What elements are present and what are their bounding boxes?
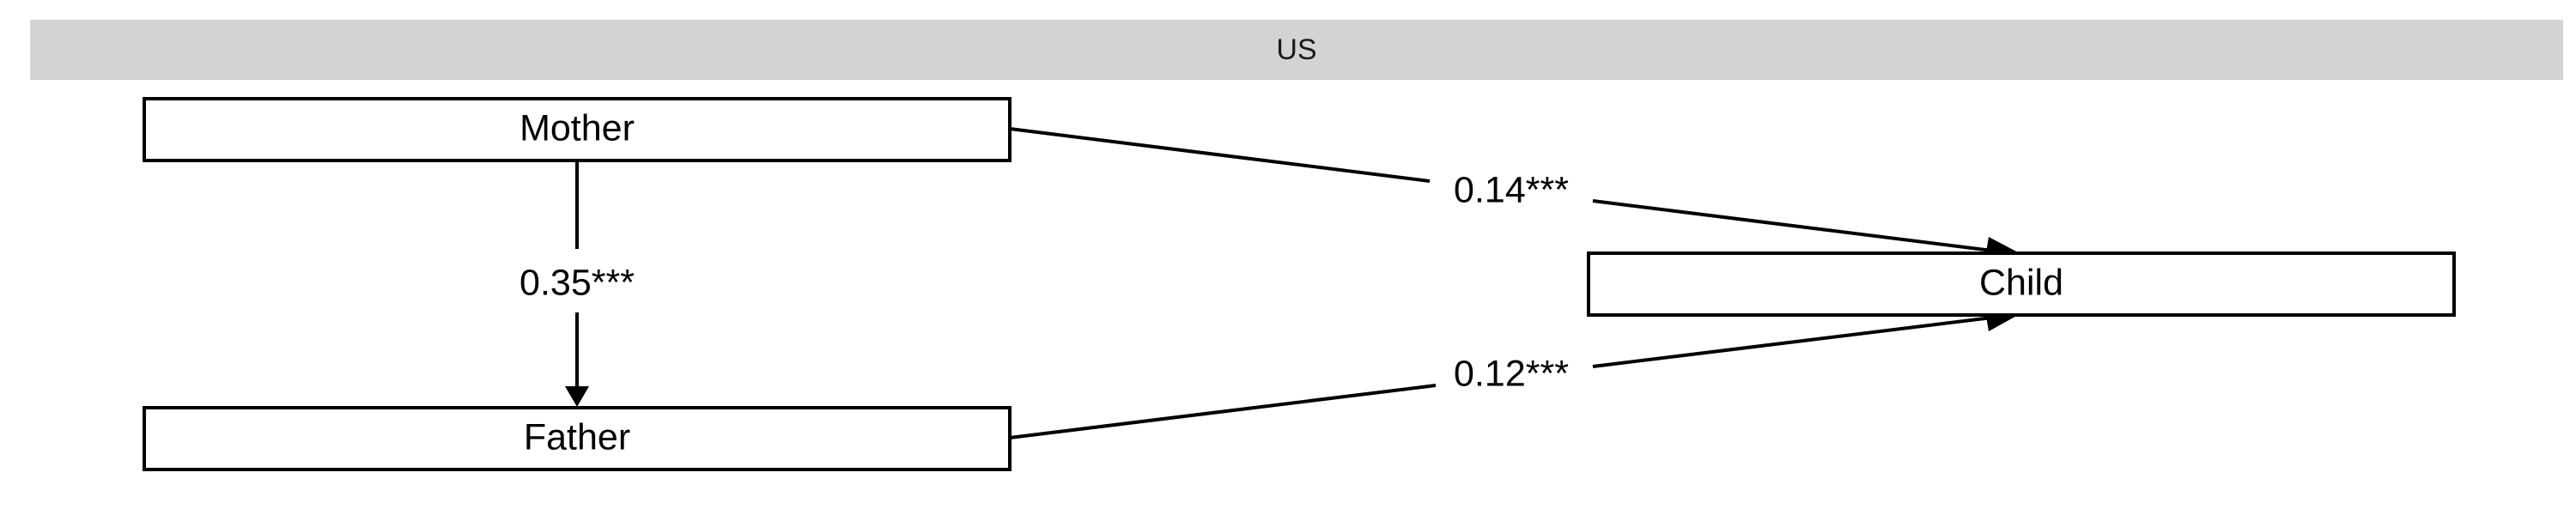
- node-mother-label: Mother: [519, 107, 635, 148]
- node-child: Child: [1587, 251, 2456, 317]
- edge-mother-father-label: 0.35***: [519, 262, 635, 303]
- edge-mother-child-line-right: [1592, 199, 1993, 252]
- panel-strip-label: US: [1276, 33, 1317, 66]
- node-mother: Mother: [143, 97, 1012, 162]
- edge-mother-child-label: 0.14***: [1454, 169, 1569, 210]
- panel-strip: US: [30, 20, 2563, 80]
- node-child-box: [1587, 251, 2456, 317]
- node-child-label: Child: [1979, 262, 2063, 303]
- node-father: Father: [143, 406, 1012, 471]
- edge-mother-father-arrowhead: [565, 386, 589, 407]
- edge-mother-child: 0.14***: [1009, 127, 2020, 258]
- edge-father-child: 0.12***: [1009, 311, 2020, 439]
- edge-mother-child-line-left: [1009, 127, 1431, 183]
- edge-father-child-line-right: [1592, 316, 1993, 368]
- edge-mother-father: 0.35***: [519, 161, 635, 407]
- edge-father-child-label: 0.12***: [1454, 353, 1569, 394]
- node-father-label: Father: [524, 416, 630, 457]
- node-mother-box: [143, 97, 1012, 162]
- node-father-box: [143, 406, 1012, 471]
- edge-father-child-line-left: [1009, 384, 1437, 439]
